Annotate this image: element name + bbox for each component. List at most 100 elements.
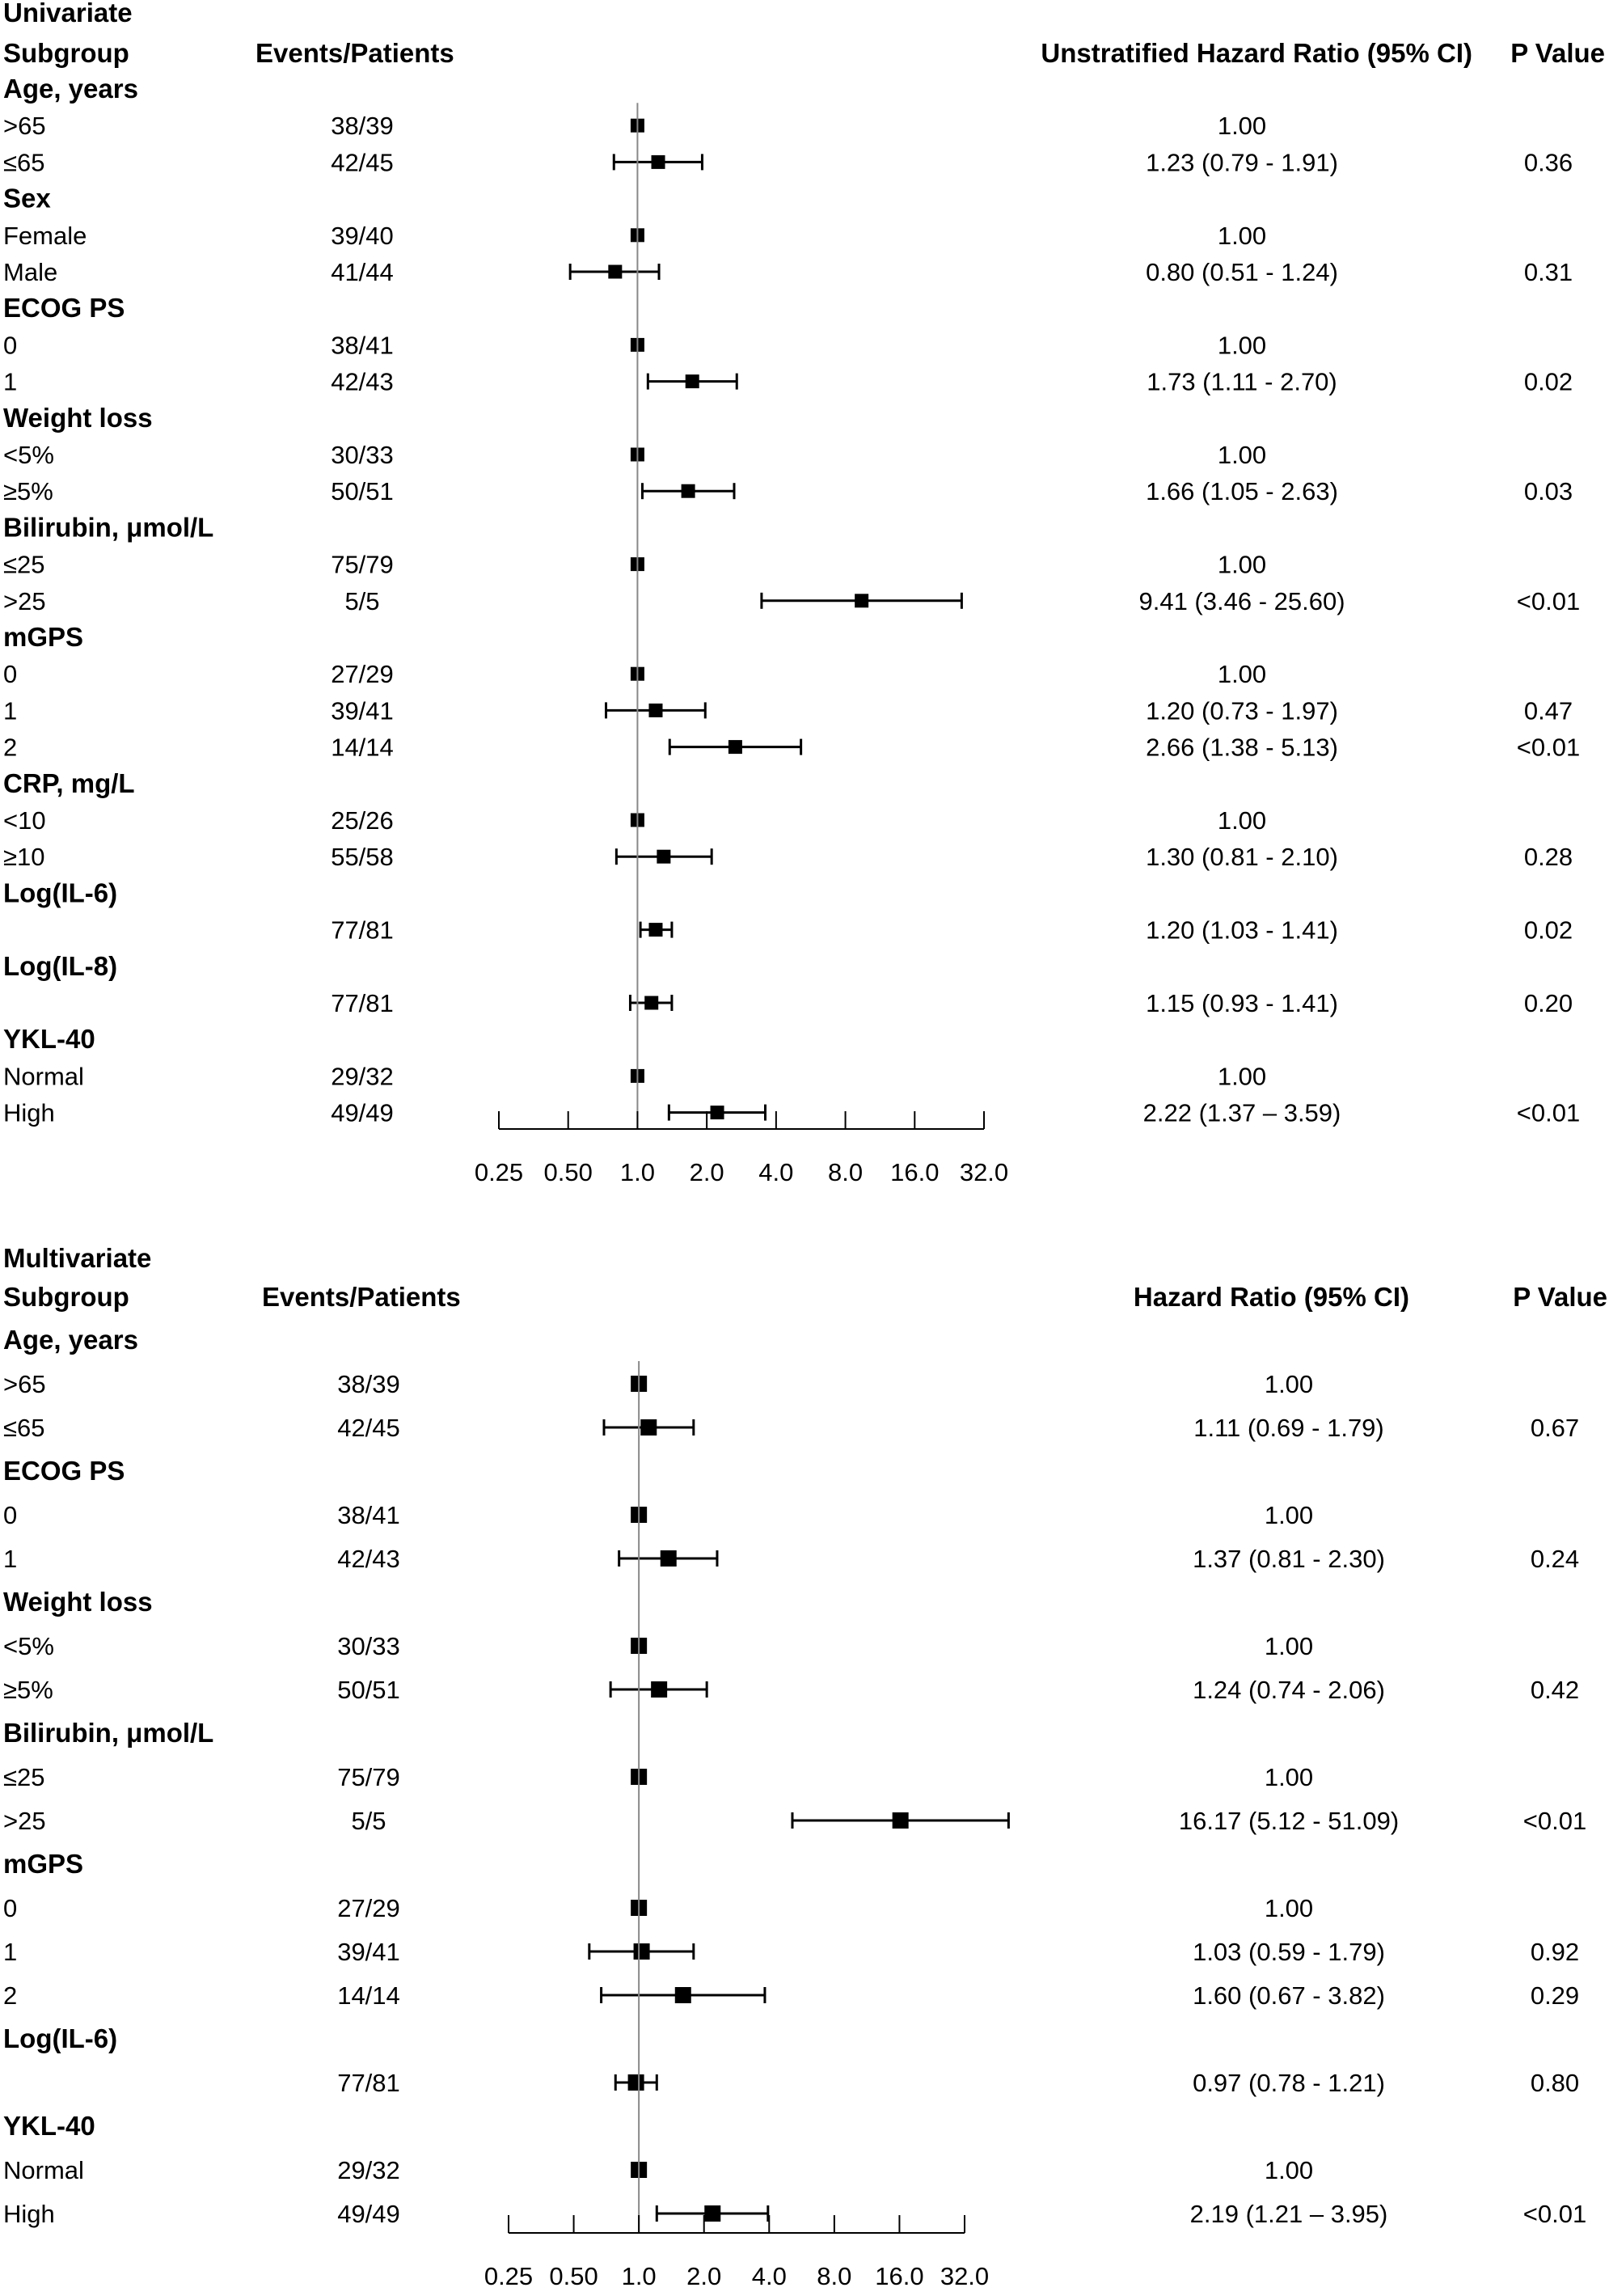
panel-title: Univariate: [3, 0, 133, 27]
x-tick-label: 0.50: [549, 2262, 598, 2290]
hazard-ratio-ci: 1.00: [1265, 1501, 1313, 1529]
events-patients: 49/49: [337, 2200, 400, 2228]
table-row: 77/81 1.15 (0.93 - 1.41) 0.20: [331, 989, 1573, 1017]
p-value: <0.01: [1523, 2200, 1586, 2228]
header-events-patients: Events/Patients: [255, 38, 454, 68]
table-row: 2 14/14 1.60 (0.67 - 3.82) 0.29: [3, 1981, 1579, 2010]
x-tick-label: 0.25: [475, 1158, 523, 1186]
hazard-ratio-ci: 1.20 (1.03 - 1.41): [1146, 916, 1338, 945]
events-patients: 29/32: [331, 1062, 394, 1090]
events-patients: 27/29: [331, 660, 394, 688]
table-row: 0 27/29 1.00: [3, 660, 1266, 688]
events-patients: 14/14: [337, 1981, 400, 2010]
p-value: <0.01: [1517, 734, 1580, 762]
hazard-ratio-ci: 1.66 (1.05 - 2.63): [1146, 477, 1338, 505]
group-label: Sex: [3, 184, 51, 214]
row-label: 1: [3, 1545, 17, 1573]
table-row: 0 38/41 1.00: [3, 1501, 1313, 1529]
x-tick-label: 16.0: [875, 2262, 923, 2290]
table-row: 1 42/43 1.73 (1.11 - 2.70) 0.02: [3, 368, 1573, 396]
table-row: <5% 30/33 1.00: [3, 441, 1266, 469]
p-value: 0.02: [1524, 916, 1573, 945]
hazard-ratio-point: [674, 1987, 691, 2003]
hazard-ratio-ci: 1.00: [1218, 441, 1266, 469]
events-patients: 30/33: [331, 441, 394, 469]
x-tick-label: 0.50: [544, 1158, 593, 1186]
hazard-ratio-point: [608, 264, 623, 279]
hazard-ratio-ci: 1.00: [1265, 2156, 1313, 2184]
p-value: 0.42: [1531, 1676, 1579, 1704]
hazard-ratio-ci: 1.00: [1265, 1370, 1313, 1398]
hazard-ratio-point: [710, 1106, 724, 1120]
hazard-ratio-point: [651, 154, 665, 169]
row-label: 2: [3, 734, 17, 762]
hazard-ratio-point: [651, 1681, 668, 1698]
forest-panel-univariate: Univariate Subgroup Events/Patients Unstrat…: [3, 0, 1605, 1186]
forest-panel-multivariate: Multivariate Subgroup Events/Patients Hazar…: [3, 1243, 1607, 2290]
events-patients: 77/81: [331, 916, 394, 945]
hazard-ratio-point: [644, 996, 659, 1010]
table-row: >65 38/39 1.00: [3, 112, 1266, 140]
events-patients: 75/79: [337, 1763, 400, 1791]
row-label: >25: [3, 1807, 46, 1835]
hazard-ratio-ci: 1.60 (0.67 - 3.82): [1193, 1981, 1385, 2010]
table-row: ≤65 42/45 1.23 (0.79 - 1.91) 0.36: [3, 148, 1573, 176]
x-tick-label: 4.0: [752, 2262, 787, 2290]
row-label: High: [3, 2200, 55, 2228]
row-label: 1: [3, 696, 17, 725]
table-row: >65 38/39 1.00: [3, 1370, 1313, 1398]
events-patients: 42/43: [337, 1545, 400, 1573]
hazard-ratio-ci: 1.00: [1218, 112, 1266, 140]
header-subgroup: Subgroup: [3, 1282, 129, 1312]
p-value: 0.36: [1524, 148, 1573, 176]
header-p-value: P Value: [1510, 38, 1605, 68]
row-label: Normal: [3, 2156, 84, 2184]
hazard-ratio-point: [685, 374, 699, 389]
hazard-ratio-ci: 1.00: [1265, 1894, 1313, 1922]
row-label: 0: [3, 1894, 17, 1922]
hazard-ratio-point: [648, 923, 663, 937]
group-label: Age, years: [3, 1325, 138, 1355]
table-row: Normal 29/32 1.00: [3, 1062, 1266, 1090]
hazard-ratio-ci: 1.15 (0.93 - 1.41): [1146, 989, 1338, 1017]
row-label: ≤25: [3, 1763, 45, 1791]
events-patients: 42/45: [331, 148, 394, 176]
hazard-ratio-ci: 1.23 (0.79 - 1.91): [1146, 148, 1338, 176]
group-label: Log(IL-6): [3, 2023, 117, 2053]
table-row: 2 14/14 2.66 (1.38 - 5.13) <0.01: [3, 734, 1580, 762]
hazard-ratio-ci: 1.00: [1218, 222, 1266, 250]
hazard-ratio-ci: 1.00: [1265, 1632, 1313, 1660]
x-tick-label: 8.0: [828, 1158, 863, 1186]
table-row: >25 5/5 16.17 (5.12 - 51.09) <0.01: [3, 1807, 1586, 1835]
hazard-ratio-ci: 1.73 (1.11 - 2.70): [1147, 368, 1337, 396]
x-tick-label: 32.0: [960, 1158, 1008, 1186]
group-label: Log(IL-6): [3, 877, 117, 907]
x-tick-label: 1.0: [622, 2262, 657, 2290]
header-hazard-ratio: Hazard Ratio (95% CI): [1134, 1282, 1409, 1312]
table-row: ≤65 42/45 1.11 (0.69 - 1.79) 0.67: [3, 1414, 1579, 1442]
events-patients: 14/14: [331, 734, 394, 762]
hazard-ratio-ci: 2.22 (1.37 – 3.59): [1143, 1099, 1341, 1127]
hazard-ratio-point: [660, 1550, 677, 1567]
events-patients: 38/39: [337, 1370, 400, 1398]
row-label: <5%: [3, 441, 54, 469]
events-patients: 27/29: [337, 1894, 400, 1922]
table-row: <5% 30/33 1.00: [3, 1632, 1313, 1660]
events-patients: 50/51: [337, 1676, 400, 1704]
x-tick-label: 32.0: [940, 2262, 989, 2290]
header-hazard-ratio: Unstratified Hazard Ratio (95% CI): [1041, 38, 1472, 68]
group-label: ECOG PS: [3, 293, 125, 323]
events-patients: 39/41: [337, 1938, 400, 1966]
row-label: 0: [3, 331, 17, 359]
hazard-ratio-ci: 0.80 (0.51 - 1.24): [1146, 258, 1338, 286]
header-events-patients: Events/Patients: [262, 1282, 461, 1312]
hazard-ratio-ci: 1.30 (0.81 - 2.10): [1146, 843, 1338, 871]
p-value: <0.01: [1517, 587, 1580, 615]
row-label: <10: [3, 806, 46, 835]
hazard-ratio-ci: 2.19 (1.21 – 3.95): [1190, 2200, 1388, 2228]
group-label: Bilirubin, μmol/L: [3, 1718, 213, 1748]
p-value: 0.29: [1531, 1981, 1579, 2010]
x-tick-label: 16.0: [890, 1158, 939, 1186]
hazard-ratio-ci: 2.66 (1.38 - 5.13): [1146, 734, 1338, 762]
table-row: ≤25 75/79 1.00: [3, 551, 1266, 579]
